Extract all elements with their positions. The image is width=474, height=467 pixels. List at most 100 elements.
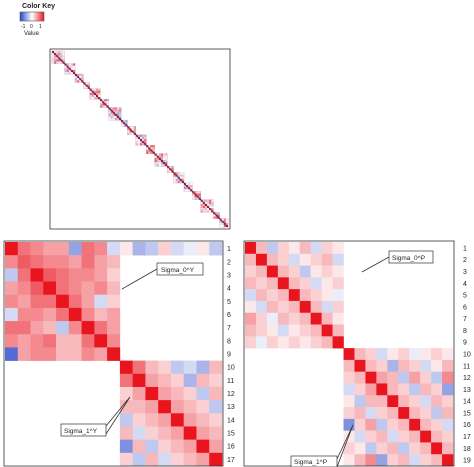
overview-cell: [56, 61, 59, 64]
zoom-right-row-label: 6: [463, 304, 467, 311]
zoom-right-cell: [299, 289, 311, 302]
overview-cell: [133, 130, 136, 133]
zoom-right-cell: [288, 300, 301, 314]
zoom-left-cell: [132, 360, 146, 375]
overview-cell: [116, 111, 120, 114]
zoom-right-cell: [343, 430, 355, 443]
zoom-left-cell: [132, 413, 146, 427]
zoom-right-row-label: 13: [463, 387, 471, 394]
overview-cell: [83, 84, 86, 87]
zoom-right-cell: [365, 395, 377, 408]
zoom-right-cell: [245, 277, 257, 290]
zoom-left-cell: [196, 242, 210, 256]
zoom-left-cell: [5, 334, 19, 348]
zoom-left-cell: [119, 386, 133, 401]
overview-cell: [87, 84, 90, 87]
zoom-right-cell: [442, 359, 454, 372]
zoom-left-cell: [158, 373, 172, 388]
zoom-left-cell: [170, 373, 185, 388]
zoom-left-cell: [30, 294, 44, 309]
zoom-right-cell: [387, 383, 399, 396]
overview-cell: [102, 105, 105, 108]
zoom-left-cell: [158, 413, 172, 427]
zoom-right-cell: [255, 300, 268, 314]
overview-cell: [127, 128, 130, 131]
overview-cell: [52, 57, 55, 60]
zoom-right-cell: [321, 253, 333, 266]
zoom-left-cell: [30, 281, 44, 296]
overview-cell: [175, 176, 178, 179]
zoom-right-cell: [288, 265, 301, 278]
overview-cell: [119, 113, 122, 116]
zoom-right-cell: [277, 253, 290, 266]
zoom-left-cell: [196, 413, 210, 427]
overview-cell: [54, 59, 57, 62]
overview-cell: [62, 57, 65, 60]
zoom-left-cell: [68, 242, 82, 256]
zoom-left-cell: [68, 281, 82, 296]
zoom-right-cell: [277, 242, 290, 255]
overview-cell: [160, 153, 164, 156]
zoom-left-cell: [56, 268, 70, 282]
overview-cell: [112, 107, 115, 110]
overview-cell: [52, 55, 55, 58]
zoom-right-cell: [442, 348, 454, 361]
overview-cell: [110, 111, 113, 114]
zoom-left-cell: [196, 400, 210, 414]
zoom-right-row-label: 7: [463, 316, 467, 323]
overview-cell: [150, 151, 153, 154]
overview-cell: [96, 92, 99, 95]
overview-cell: [140, 141, 143, 144]
overview-cell: [146, 147, 149, 150]
zoom-left-cell: [158, 360, 172, 375]
zoom-right-row-label: 3: [463, 269, 467, 276]
zoom-left-cell: [43, 255, 57, 269]
overview-cell: [77, 78, 80, 81]
overview-cell: [186, 189, 189, 192]
overview-cell: [160, 162, 164, 165]
zoom-left-cell: [81, 268, 95, 282]
zoom-right-cell: [310, 300, 322, 314]
overview-cell: [207, 201, 210, 204]
zoom-left-cell: [209, 400, 223, 414]
overview-cell: [131, 132, 134, 135]
zoom-left-cell: [43, 294, 57, 309]
zoom-left-cell: [196, 439, 210, 454]
zoom-left-cell: [145, 400, 159, 414]
zoom-left-cell: [68, 334, 82, 348]
overview-cell: [112, 115, 115, 119]
zoom-right-cell: [321, 312, 333, 325]
zoom-right-cell: [343, 395, 355, 408]
overview-cell: [217, 212, 220, 215]
zoom-right-cell: [299, 312, 311, 325]
overview-cell: [163, 153, 166, 156]
overview-cell: [179, 172, 182, 175]
zoom-right-cell: [288, 312, 301, 325]
overview-cell: [154, 157, 157, 160]
zoom-left-cell: [68, 268, 82, 282]
zoom-left-cell: [81, 294, 95, 309]
zoom-left-cell: [119, 426, 133, 440]
overview-cell: [129, 126, 132, 129]
zoom-right-cell: [376, 383, 388, 396]
zoom-left-cell: [209, 439, 223, 454]
overview-cell: [173, 176, 176, 179]
overview-cell: [72, 63, 76, 66]
overview-cell: [68, 65, 71, 68]
overview-cell: [204, 199, 208, 202]
zoom-right-cell: [266, 300, 279, 314]
overview-cell: [56, 57, 59, 60]
overview-cell: [202, 210, 205, 213]
zoom-right-cell: [310, 324, 322, 337]
zoom-right-cell: [365, 442, 377, 455]
color-key-gradient: [19, 11, 45, 22]
zoom-right-cell: [332, 277, 344, 290]
overview-cell: [98, 88, 101, 91]
zoom-right-cell: [387, 407, 399, 420]
zoom-left-cell: [158, 426, 172, 440]
zoom-right-cell: [431, 348, 443, 361]
overview-cell: [91, 95, 94, 98]
overview-cell: [204, 206, 208, 209]
zoom-right-row-label: 11: [463, 363, 470, 370]
